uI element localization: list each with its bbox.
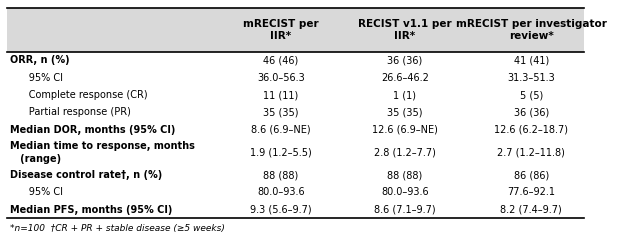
Bar (7, 8, 584, 52)
Text: 35 (35): 35 (35) (387, 107, 422, 117)
Text: ORR, n (%): ORR, n (%) (11, 55, 70, 65)
Text: *n=100  †CR + PR + stable disease (≥5 weeks): *n=100 †CR + PR + stable disease (≥5 wee… (11, 224, 225, 233)
Text: 12.6 (6.2–18.7): 12.6 (6.2–18.7) (494, 125, 568, 135)
Text: RECIST v1.1 per
IIR*: RECIST v1.1 per IIR* (358, 19, 451, 41)
Text: 46 (46): 46 (46) (264, 55, 299, 65)
Text: 41 (41): 41 (41) (514, 55, 549, 65)
Text: 95% CI: 95% CI (11, 187, 63, 197)
Text: Disease control rate†, n (%): Disease control rate†, n (%) (11, 170, 162, 180)
Text: 9.3 (5.6–9.7): 9.3 (5.6–9.7) (250, 205, 312, 215)
Text: 88 (88): 88 (88) (387, 170, 422, 180)
Text: 36.0–56.3: 36.0–56.3 (257, 73, 305, 83)
Text: 35 (35): 35 (35) (263, 107, 299, 117)
Text: 26.6–46.2: 26.6–46.2 (381, 73, 428, 83)
Text: 2.7 (1.2–11.8): 2.7 (1.2–11.8) (497, 147, 565, 157)
Text: 36 (36): 36 (36) (387, 55, 422, 65)
Text: 36 (36): 36 (36) (514, 107, 549, 117)
Text: 2.8 (1.2–7.7): 2.8 (1.2–7.7) (374, 147, 436, 157)
Text: Complete response (CR): Complete response (CR) (11, 90, 148, 100)
Text: mRECIST per
IIR*: mRECIST per IIR* (243, 19, 319, 41)
Text: Median PFS, months (95% CI): Median PFS, months (95% CI) (11, 205, 173, 215)
Text: 80.0–93.6: 80.0–93.6 (381, 187, 428, 197)
Text: 8.6 (6.9–NE): 8.6 (6.9–NE) (251, 125, 311, 135)
Text: Median DOR, months (95% CI): Median DOR, months (95% CI) (11, 125, 176, 135)
Text: mRECIST per investigator
review*: mRECIST per investigator review* (456, 19, 607, 41)
Text: 86 (86): 86 (86) (514, 170, 549, 180)
Text: 77.6–92.1: 77.6–92.1 (507, 187, 555, 197)
Text: Median time to response, months
   (range): Median time to response, months (range) (11, 141, 195, 164)
Text: 95% CI: 95% CI (11, 73, 63, 83)
Text: 31.3–51.3: 31.3–51.3 (508, 73, 555, 83)
Text: 5 (5): 5 (5) (519, 90, 543, 100)
Text: 8.2 (7.4–9.7): 8.2 (7.4–9.7) (500, 205, 562, 215)
Text: 11 (11): 11 (11) (264, 90, 299, 100)
Text: 88 (88): 88 (88) (264, 170, 299, 180)
Text: 12.6 (6.9–NE): 12.6 (6.9–NE) (372, 125, 438, 135)
Text: 1.9 (1.2–5.5): 1.9 (1.2–5.5) (250, 147, 312, 157)
Text: 8.6 (7.1–9.7): 8.6 (7.1–9.7) (374, 205, 436, 215)
Text: 1 (1): 1 (1) (393, 90, 416, 100)
Text: Partial response (PR): Partial response (PR) (11, 107, 131, 117)
Text: 80.0–93.6: 80.0–93.6 (258, 187, 305, 197)
